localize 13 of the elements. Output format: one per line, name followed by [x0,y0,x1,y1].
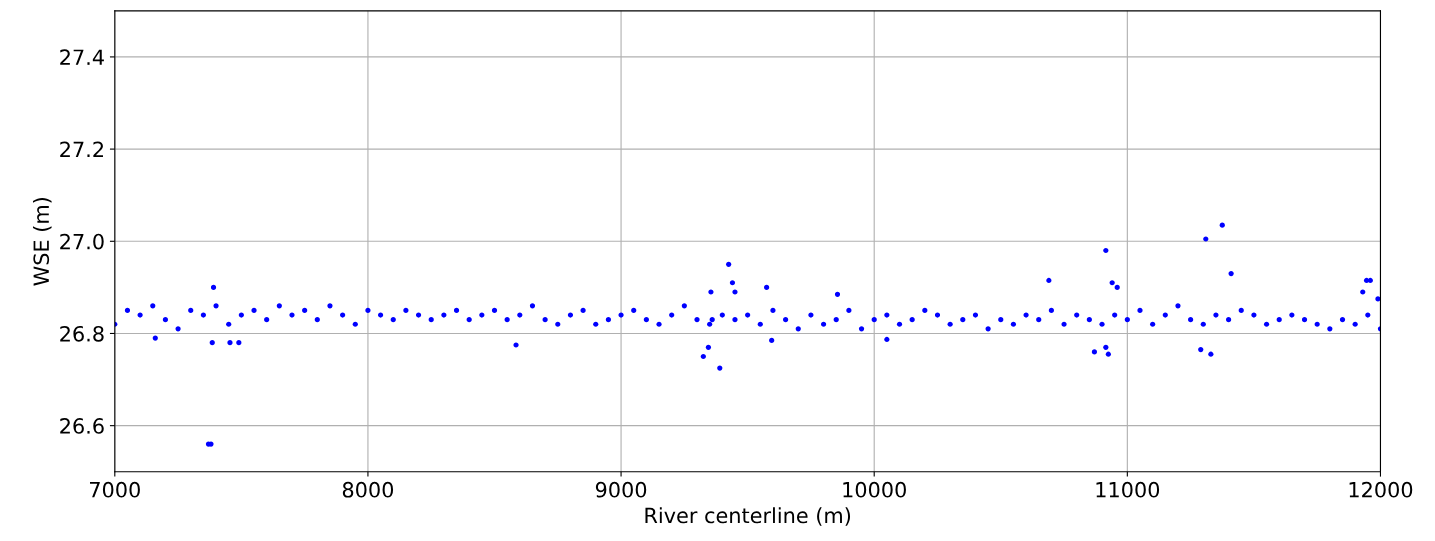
x-tick-label: 8000 [342,481,394,498]
x-tick-label: 10000 [843,481,906,498]
x-tick-label: 12000 [1349,481,1413,498]
x-axis-title: River centerline (m) [645,507,851,526]
x-tick-label: 7000 [90,481,140,498]
y-tick-label: 27.0 [60,233,104,250]
y-tick-label: 26.6 [60,418,104,434]
y-tick-label: 26.8 [60,325,104,342]
y-tick-label: 27.2 [60,141,103,158]
x-tick-label: 9000 [595,481,647,498]
x-tick-label: 11000 [1096,481,1160,498]
y-tick-label: 27.4 [60,49,104,65]
y-axis-title: WSE (m) [33,198,52,286]
